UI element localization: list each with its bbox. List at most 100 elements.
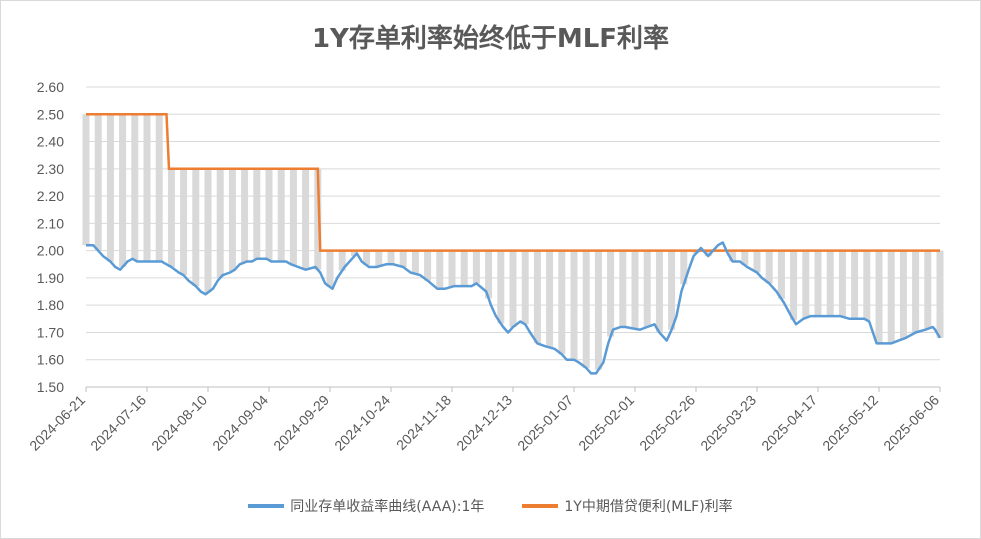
spread-bar bbox=[228, 168, 236, 272]
spread-bar bbox=[619, 250, 627, 327]
spread-bar bbox=[399, 250, 407, 267]
spread-bar bbox=[802, 250, 810, 318]
spread-bar bbox=[289, 168, 297, 266]
gridlines bbox=[86, 86, 940, 388]
spread-bar bbox=[826, 250, 834, 317]
legend-label-mlf: 1Y中期借贷便利(MLF)利率 bbox=[564, 499, 733, 515]
spread-bar bbox=[655, 250, 663, 333]
spread-bar bbox=[838, 250, 846, 317]
chart-title: 1Y存单利率始终低于MLF利率 bbox=[311, 24, 670, 54]
spread-bar bbox=[326, 250, 334, 287]
spread-bar bbox=[216, 168, 224, 278]
legend: 同业存单收益率曲线(AAA):1年 1Y中期借贷便利(MLF)利率 bbox=[0, 496, 981, 516]
spread-bar bbox=[436, 250, 444, 289]
x-tick-label: 2025-02-01 bbox=[575, 392, 637, 454]
spread-bar bbox=[582, 250, 590, 368]
x-tick-label: 2024-09-29 bbox=[270, 392, 332, 454]
y-tick-label: 2.40 bbox=[37, 134, 64, 150]
spread-bar bbox=[899, 250, 907, 339]
spread-bar bbox=[143, 114, 151, 262]
y-tick-label: 1.70 bbox=[37, 324, 64, 340]
series-line-cd-yield bbox=[86, 241, 942, 375]
y-axis-ticks: 1.50 1.60 1.70 1.80 1.90 2.00 2.10 2.20 2.30 2.40… bbox=[37, 79, 64, 395]
spread-bar bbox=[180, 168, 188, 276]
y-tick-label: 2.30 bbox=[37, 161, 64, 177]
spread-bar bbox=[643, 250, 651, 327]
spread-bar bbox=[509, 250, 517, 327]
y-tick-label: 1.50 bbox=[37, 379, 64, 395]
spread-bar bbox=[387, 250, 395, 265]
y-tick-label: 1.90 bbox=[37, 270, 64, 286]
spread-bar bbox=[680, 250, 688, 285]
spread-bar bbox=[411, 250, 419, 274]
x-tick-label: 2025-03-23 bbox=[697, 392, 759, 454]
y-tick-label: 1.80 bbox=[37, 297, 64, 313]
y-tick-label: 2.50 bbox=[37, 106, 64, 122]
spread-bar bbox=[912, 250, 920, 333]
spread-bar bbox=[424, 250, 432, 281]
spread-bar bbox=[863, 250, 871, 321]
spread-bar bbox=[94, 114, 102, 251]
y-tick-label: 2.10 bbox=[37, 215, 64, 231]
spread-bar bbox=[777, 250, 785, 299]
spread-bar bbox=[167, 168, 175, 267]
spread-bar bbox=[314, 168, 322, 270]
spread-bar bbox=[485, 250, 493, 299]
spread-bar bbox=[106, 114, 114, 262]
x-tick-label: 2025-02-26 bbox=[636, 392, 698, 454]
series-lines bbox=[86, 113, 942, 375]
y-tick-label: 2.20 bbox=[37, 188, 64, 204]
x-tick-label: 2024-07-16 bbox=[87, 392, 149, 454]
spread-bar bbox=[241, 168, 249, 263]
spread-bar bbox=[338, 250, 346, 271]
x-tick-label: 2025-01-07 bbox=[514, 392, 576, 454]
x-tick-label: 2024-11-18 bbox=[393, 392, 454, 453]
spread-bar bbox=[533, 250, 541, 344]
spread-bar bbox=[765, 250, 773, 284]
spread-bar bbox=[814, 250, 822, 317]
spread-bar bbox=[704, 250, 712, 257]
y-tick-label: 1.60 bbox=[37, 352, 64, 368]
spread-bar bbox=[851, 250, 859, 319]
x-tick-label: 2024-09-04 bbox=[209, 392, 271, 454]
spread-bar bbox=[192, 168, 200, 287]
spread-bar bbox=[594, 250, 602, 370]
spread-bar bbox=[729, 250, 737, 262]
y-tick-label: 2.60 bbox=[37, 79, 64, 95]
spread-bar bbox=[924, 250, 932, 329]
spread-bar bbox=[253, 168, 261, 259]
legend-item-mlf: 1Y中期借贷便利(MLF)利率 bbox=[522, 496, 733, 516]
spread-bar bbox=[936, 250, 944, 338]
spread-bar bbox=[570, 250, 578, 360]
spread-bar bbox=[448, 250, 456, 287]
spread-bar bbox=[119, 114, 127, 267]
spread-bar bbox=[302, 168, 310, 270]
x-tick-label: 2025-05-12 bbox=[819, 392, 881, 454]
spread-bar bbox=[521, 250, 529, 325]
spread-bars bbox=[82, 114, 944, 370]
x-tick-label: 2025-04-17 bbox=[758, 392, 820, 454]
spread-bar bbox=[558, 250, 566, 355]
spread-bar bbox=[741, 250, 749, 266]
spread-bar bbox=[668, 250, 676, 330]
series-line-mlf bbox=[86, 113, 940, 252]
spread-bar bbox=[546, 250, 554, 348]
spread-bar bbox=[82, 114, 90, 246]
spread-bar bbox=[497, 250, 505, 324]
spread-bar bbox=[790, 250, 798, 321]
spread-bar bbox=[887, 250, 895, 344]
legend-swatch-cd-yield bbox=[248, 504, 285, 508]
x-axis-ticks: 2024-06-21 2024-07-16 2024-08-10 2024-09-04… bbox=[26, 387, 942, 454]
x-tick-label: 2024-12-13 bbox=[453, 392, 515, 454]
spread-bar bbox=[363, 250, 371, 266]
x-tick-label: 2024-08-10 bbox=[148, 392, 210, 454]
legend-item-cd-yield: 同业存单收益率曲线(AAA):1年 bbox=[248, 496, 484, 516]
spread-bar bbox=[460, 250, 468, 287]
y-tick-label: 2.00 bbox=[37, 243, 64, 259]
spread-bar bbox=[875, 250, 883, 344]
legend-swatch-mlf bbox=[522, 504, 559, 508]
x-tick-label: 2024-10-24 bbox=[331, 392, 393, 454]
x-tick-label: 2025-06-06 bbox=[880, 392, 942, 454]
spread-bar bbox=[265, 168, 273, 261]
